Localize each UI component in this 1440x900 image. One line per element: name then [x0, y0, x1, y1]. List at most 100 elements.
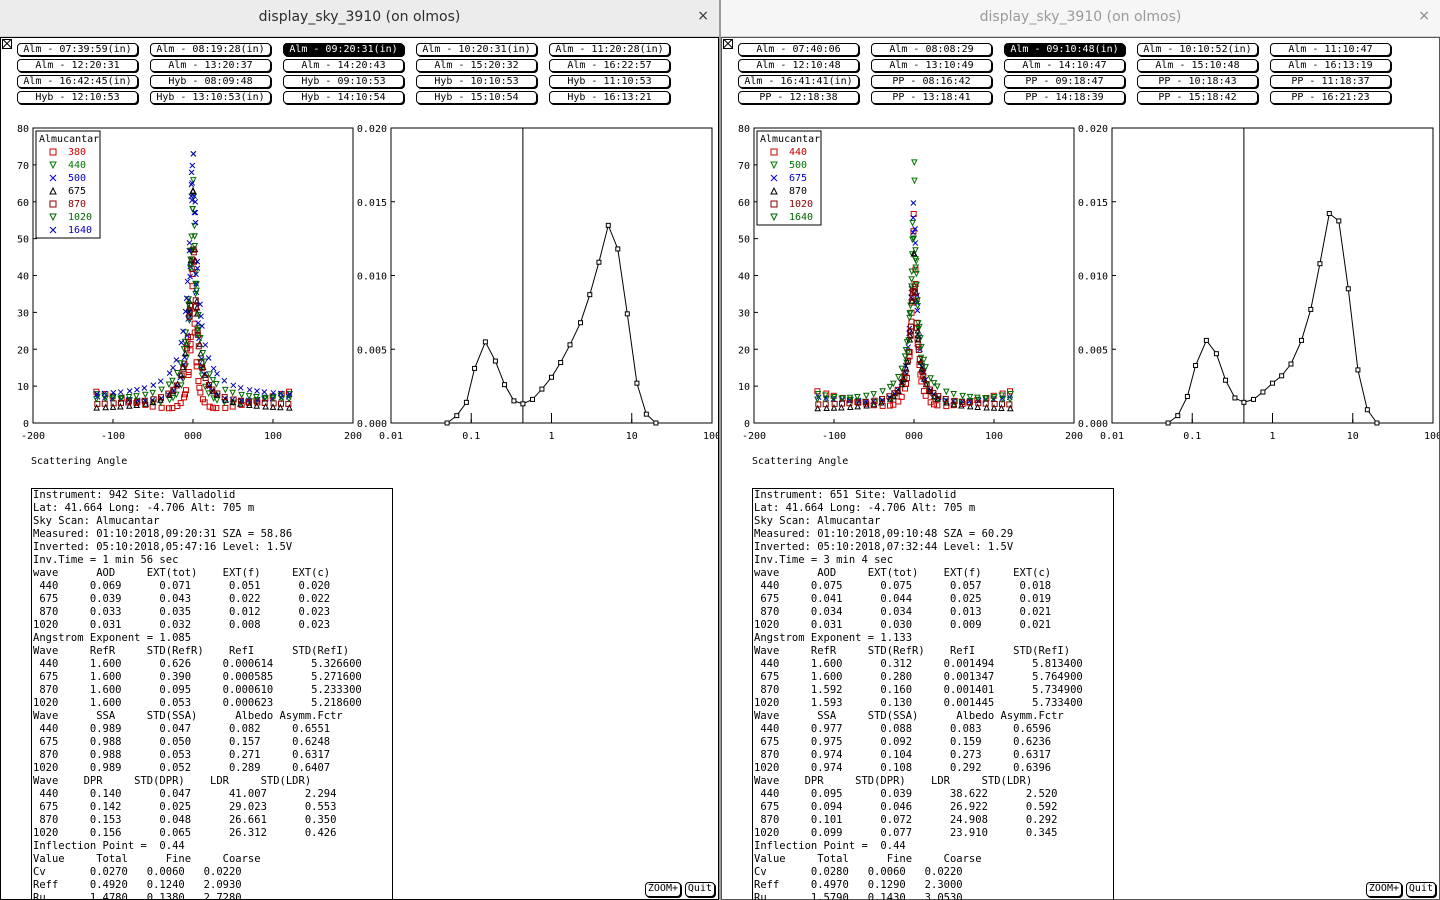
- data-point: [125, 399, 132, 406]
- data-point: [770, 213, 778, 222]
- scan-button[interactable]: Alm - 07:39:59(in): [17, 43, 138, 56]
- scan-button[interactable]: PP - 08:16:42: [871, 75, 992, 88]
- data-point: [193, 363, 200, 370]
- scan-button[interactable]: Alm - 12:20:31: [17, 59, 138, 72]
- scan-button[interactable]: Alm - 14:20:43: [283, 59, 404, 72]
- scan-button[interactable]: Hyb - 16:13:21: [549, 91, 670, 104]
- scan-button[interactable]: Alm - 09:20:31(in): [283, 43, 404, 56]
- data-point: [221, 377, 228, 384]
- data-point: [182, 349, 189, 357]
- window-corner-icon[interactable]: [2, 39, 12, 49]
- info-line: Inv.Time = 1 min 56 sec: [33, 554, 179, 566]
- legend-item-label: 380: [68, 147, 86, 158]
- scan-button[interactable]: Hyb - 10:10:53: [416, 75, 537, 88]
- scan-button[interactable]: Alm - 10:10:52(in): [1137, 43, 1258, 56]
- y-tick-label: 80: [738, 124, 750, 135]
- scan-button[interactable]: Alm - 15:20:32: [416, 59, 537, 72]
- info-line: 440 1.600 0.626 0.000614 5.326600: [33, 658, 362, 670]
- legend-title: Almucantar: [760, 134, 820, 145]
- scan-button[interactable]: Hyb - 12:10:53: [17, 91, 138, 104]
- data-point: [930, 390, 937, 397]
- scan-button[interactable]: Alm - 13:20:37: [150, 59, 271, 72]
- scan-button[interactable]: Alm - 16:13:19: [1270, 59, 1391, 72]
- scan-button[interactable]: Alm - 08:08:29: [871, 43, 992, 56]
- scan-button[interactable]: Hyb - 09:10:53: [283, 75, 404, 88]
- scan-button[interactable]: Alm - 10:20:31(in): [416, 43, 537, 56]
- scan-button[interactable]: PP - 09:18:47: [1004, 75, 1125, 88]
- data-point: [982, 400, 989, 407]
- scan-button[interactable]: Hyb - 11:10:53: [549, 75, 670, 88]
- scan-button[interactable]: Alm - 07:40:06: [738, 43, 859, 56]
- scan-button[interactable]: Alm - 08:19:28(in): [150, 43, 271, 56]
- scan-button[interactable]: PP - 14:18:39: [1004, 91, 1125, 104]
- data-point: [158, 404, 165, 411]
- y-tick-label: 0.000: [1078, 419, 1108, 430]
- x-tick-label: 0.01: [379, 431, 403, 442]
- data-point: [959, 392, 966, 400]
- scan-button[interactable]: Hyb - 08:09:48: [150, 75, 271, 88]
- info-line: Inflection Point = 0.44: [33, 840, 185, 852]
- size-point: [463, 399, 469, 405]
- data-point: [998, 404, 1005, 412]
- data-point: [253, 402, 260, 409]
- scan-button[interactable]: PP - 16:21:23: [1270, 91, 1391, 104]
- scan-button[interactable]: Alm - 16:41:41(in): [738, 75, 859, 88]
- info-line: 870 0.033 0.035 0.012 0.023: [33, 606, 331, 618]
- size-point: [1374, 420, 1380, 426]
- quit-button[interactable]: Quit: [684, 882, 715, 897]
- data-point: [901, 353, 909, 360]
- info-line: Reff 0.4970 0.1290 2.3000: [754, 879, 963, 891]
- info-line: 440 0.140 0.047 41.007 2.294: [33, 788, 337, 800]
- info-line: Wave SSA STD(SSA) Albedo Asymm.Fctr: [754, 710, 1064, 722]
- legend-item-label: 440: [68, 160, 86, 171]
- data-point: [246, 386, 253, 393]
- scan-button[interactable]: PP - 11:18:37: [1270, 75, 1391, 88]
- zoom-button[interactable]: ZOOM+: [644, 882, 681, 897]
- scan-button[interactable]: Alm - 14:10:47: [1004, 59, 1125, 72]
- data-point: [855, 399, 862, 406]
- data-point: [846, 400, 853, 407]
- scan-button[interactable]: Alm - 16:22:57: [549, 59, 670, 72]
- data-point: [49, 174, 57, 182]
- data-point: [910, 235, 917, 243]
- y-tick-label: 0.010: [1078, 272, 1108, 283]
- close-icon[interactable]: ×: [697, 8, 709, 24]
- zoom-button[interactable]: ZOOM+: [1365, 882, 1402, 897]
- scan-button[interactable]: Alm - 15:10:48: [1137, 59, 1258, 72]
- scan-button[interactable]: Alm - 12:10:48: [738, 59, 859, 72]
- data-point: [879, 396, 885, 403]
- data-point: [1006, 396, 1014, 404]
- data-point: [187, 256, 194, 264]
- x-tick-label: 100: [703, 431, 718, 442]
- data-point: [195, 343, 202, 350]
- data-point: [134, 398, 141, 405]
- scan-button[interactable]: PP - 13:18:41: [871, 91, 992, 104]
- data-point: [177, 400, 184, 407]
- scan-button[interactable]: Hyb - 14:10:54: [283, 91, 404, 104]
- window-corner-icon[interactable]: [723, 39, 733, 49]
- close-icon[interactable]: ×: [1418, 8, 1430, 24]
- data-point: [991, 400, 998, 407]
- data-point: [770, 200, 778, 208]
- scan-button[interactable]: Hyb - 15:10:54: [416, 91, 537, 104]
- quit-button[interactable]: Quit: [1405, 882, 1436, 897]
- scan-button[interactable]: PP - 10:18:43: [1137, 75, 1258, 88]
- data-point: [879, 402, 886, 409]
- data-point: [199, 350, 207, 357]
- scan-button[interactable]: Alm - 09:10:48(in): [1004, 43, 1125, 56]
- scan-button[interactable]: Hyb - 13:10:53(in): [150, 91, 271, 104]
- scan-button[interactable]: Alm - 11:10:47: [1270, 43, 1391, 56]
- data-point: [966, 399, 973, 406]
- data-point: [192, 198, 199, 205]
- data-point: [205, 380, 212, 387]
- data-point: [903, 365, 910, 372]
- data-point: [165, 390, 172, 397]
- scan-button[interactable]: PP - 15:18:42: [1137, 91, 1258, 104]
- scan-button[interactable]: Alm - 13:10:49: [871, 59, 992, 72]
- scan-button[interactable]: Alm - 16:42:45(in): [17, 75, 138, 88]
- info-line: Wave RefR STD(RefR) RefI STD(RefI): [754, 645, 1071, 657]
- scan-button[interactable]: Alm - 11:20:28(in): [549, 43, 670, 56]
- data-point: [907, 302, 914, 310]
- y-tick-label: 30: [738, 308, 750, 319]
- scan-button[interactable]: PP - 12:18:38: [738, 91, 859, 104]
